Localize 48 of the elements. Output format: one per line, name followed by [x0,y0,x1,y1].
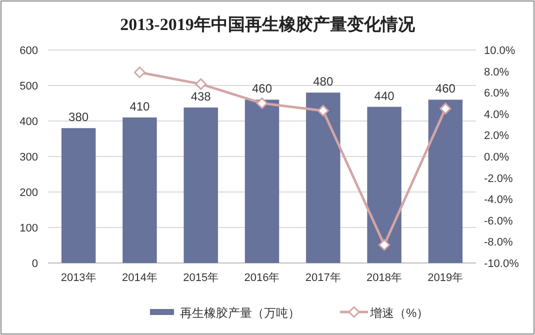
y-tick-label: 400 [20,116,38,128]
y-tick-label: 300 [20,152,38,164]
y2-tick-label: 2.0% [484,130,510,142]
y2-tick-label: 6.0% [484,88,510,100]
x-tick-label: 2014年 [122,272,158,284]
y-tick-label: 100 [20,222,38,234]
data-label: 460 [435,82,456,96]
data-label: 440 [374,88,395,103]
bar [428,100,463,263]
bar [306,92,340,263]
data-label: 410 [130,99,150,114]
bar [367,106,402,263]
data-label: 480 [313,74,334,89]
y2-tick-label: -10.0% [484,258,520,270]
y-tick-label: 0 [32,258,38,270]
bar [184,108,218,263]
y-tick-label: 600 [20,45,38,57]
x-tick-label: 2013年 [60,272,96,284]
x-tick-label: 2018年 [366,272,402,284]
y2-tick-label: 10.0% [484,45,516,57]
data-label: 460 [252,82,272,96]
y-tick-label: 500 [20,80,38,92]
x-tick-label: 2016年 [244,272,280,284]
legend-label: 再生橡胶产量（万吨） [180,306,300,320]
x-tick-label: 2015年 [183,272,219,284]
y2-tick-label: -6.0% [484,215,513,228]
point [378,239,390,251]
legend-label: 增速（%） [369,306,429,320]
y2-tick-label: -2.0% [484,172,513,185]
data-label: 380 [68,110,89,124]
point [256,98,268,109]
bar [244,100,280,263]
x-tick-label: 2019年 [428,272,464,284]
bar [61,128,96,263]
y2-tick-label: 0.0% [484,152,510,164]
x-tick-label: 2017年 [305,272,341,284]
point [440,102,452,114]
chart-title: 2013-2019年中国再生橡胶产量变化情况 [120,15,416,34]
point [317,104,329,116]
y-tick-label: 200 [20,187,38,199]
y2-tick-label: 8.0% [484,66,510,78]
point [195,78,207,90]
y2-tick-label: -4.0% [484,194,513,206]
bar [122,117,157,263]
y2-tick-label: -8.0% [484,236,513,249]
y2-tick-label: 4.0% [484,108,510,121]
data-label: 438 [190,90,212,104]
point [134,66,146,78]
